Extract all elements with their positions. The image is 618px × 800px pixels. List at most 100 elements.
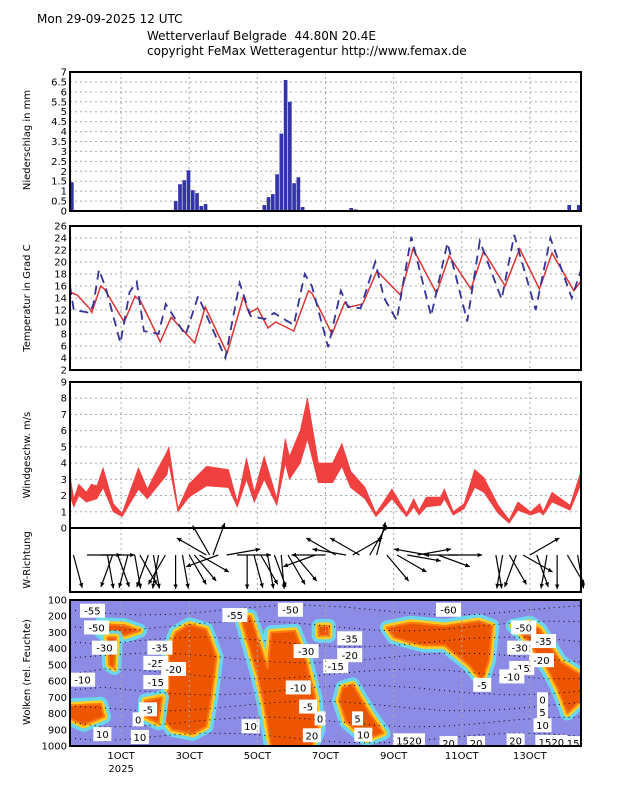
isotherm-label: 10 — [96, 730, 109, 741]
y-tick-label: 4 — [61, 459, 67, 470]
arrow-head — [435, 557, 441, 563]
arrow-head — [118, 582, 123, 588]
arrow-head — [421, 567, 427, 572]
arrow-shaft — [100, 554, 114, 588]
y-tick-label: 4.5 — [51, 117, 67, 128]
arrow-shaft — [136, 554, 149, 588]
isotherm-label-box — [506, 733, 525, 746]
arrow-head — [202, 579, 207, 585]
isotherm-label-box — [302, 728, 321, 743]
wind-direction-arrow — [253, 554, 264, 588]
y-tick-label: 22 — [54, 246, 67, 257]
isotherm-label-box — [314, 711, 326, 726]
arrow-shaft — [496, 554, 504, 589]
isotherm-label: -20 — [533, 656, 549, 667]
isotherm-label-box — [435, 602, 461, 617]
arrow-shaft — [540, 554, 548, 589]
arrow-head — [382, 522, 387, 528]
isotherm-label: 0 — [135, 715, 141, 726]
arrow-shaft — [253, 554, 264, 588]
precip-bar — [296, 177, 301, 211]
arrow-head — [185, 583, 190, 589]
wind-direction-arrow — [407, 554, 441, 563]
isotherm-label: -15 — [328, 662, 344, 673]
arrow-head — [300, 579, 306, 585]
isotherm-label-box — [132, 712, 144, 727]
arrow-head — [136, 581, 141, 587]
isotherm-label: -30 — [512, 644, 528, 655]
isotherm-label-box — [147, 640, 173, 655]
arrow-head — [130, 552, 135, 558]
humidity-core — [317, 624, 330, 637]
y-tick-label: 6 — [61, 342, 67, 353]
y-tick-label: 12 — [54, 306, 67, 317]
arrow-head — [554, 584, 560, 589]
precip-bar — [70, 182, 74, 211]
y-tick-label: 800 — [48, 709, 67, 720]
chart-title: Wetterverlauf Belgrade 44.80N 20.4E — [147, 29, 376, 43]
isotherm-label-box — [531, 634, 557, 649]
y-axis-title: Windgeschw. m/s — [22, 412, 33, 499]
y-tick-label: 8 — [61, 330, 67, 341]
x-tick-label: 9OCT — [380, 751, 408, 762]
isotherm-label: -20 — [342, 651, 358, 662]
y-tick-label: 1 — [61, 187, 67, 198]
isotherm-contour — [70, 684, 581, 696]
precip-bar — [190, 190, 195, 211]
arrow-shaft — [529, 537, 560, 556]
x-tick-label: 11OCT — [445, 751, 480, 762]
wind-direction-arrow — [199, 554, 230, 573]
isotherm-label-box — [337, 631, 363, 646]
precip-bar — [576, 205, 581, 211]
isotherm-contour — [70, 636, 581, 648]
arrow-head — [539, 583, 544, 589]
isotherm-label-box — [222, 608, 248, 623]
y-tick-label: 600 — [48, 677, 67, 688]
wind-direction-arrow — [176, 537, 207, 556]
arrow-shaft — [280, 554, 285, 589]
arrow-head — [522, 579, 527, 585]
wind-direction-arrow — [329, 537, 360, 556]
y-tick-label: 20 — [54, 258, 67, 269]
isotherm-label: -15 — [148, 678, 164, 689]
precip-bar — [288, 101, 292, 211]
precip-bar — [275, 174, 279, 211]
isotherm-label-box — [439, 736, 458, 746]
y-tick-label: 3.5 — [51, 137, 67, 148]
arrow-head — [495, 583, 500, 589]
isotherm-contour — [70, 716, 581, 728]
isotherm-label-box — [79, 603, 105, 618]
panel-frame-cloud — [69, 599, 582, 747]
wind-direction-arrow — [266, 554, 275, 589]
wind-direction-arrow — [495, 554, 504, 589]
arrow-head — [270, 583, 275, 589]
precip-bar — [199, 206, 204, 211]
isotherm-label: 1520 — [539, 738, 564, 749]
wind-direction-arrow — [147, 554, 166, 585]
wind-direction-arrow — [536, 554, 549, 588]
arrow-shaft — [504, 554, 517, 588]
isotherm-label: -5 — [143, 705, 153, 716]
isotherm-label-box — [537, 692, 549, 707]
arrow-head — [498, 583, 504, 589]
y-tick-label: 8 — [61, 394, 67, 405]
arrow-shaft — [407, 554, 441, 562]
isotherm-label-box — [337, 648, 363, 663]
arrow-shaft — [192, 525, 211, 556]
isotherm-label-box — [70, 672, 96, 687]
y-axis-title: Wolken (rel. Feuchte) — [22, 619, 33, 725]
y-tick-label: 2 — [61, 366, 67, 377]
arrow-shaft — [176, 537, 207, 556]
wind-direction-arrow — [283, 554, 316, 568]
arrow-shaft — [186, 554, 219, 568]
arrow-shaft — [266, 554, 275, 589]
isotherm-label: -30 — [96, 644, 112, 655]
precip-bar — [279, 133, 284, 211]
wind-direction-arrow — [226, 547, 261, 556]
arrow-head — [186, 563, 192, 568]
precip-bar — [262, 205, 267, 211]
arrow-shaft — [147, 554, 166, 585]
y-tick-label: 2 — [61, 167, 67, 178]
arrow-shaft — [152, 554, 160, 589]
wind-direction-arrow — [291, 552, 326, 558]
